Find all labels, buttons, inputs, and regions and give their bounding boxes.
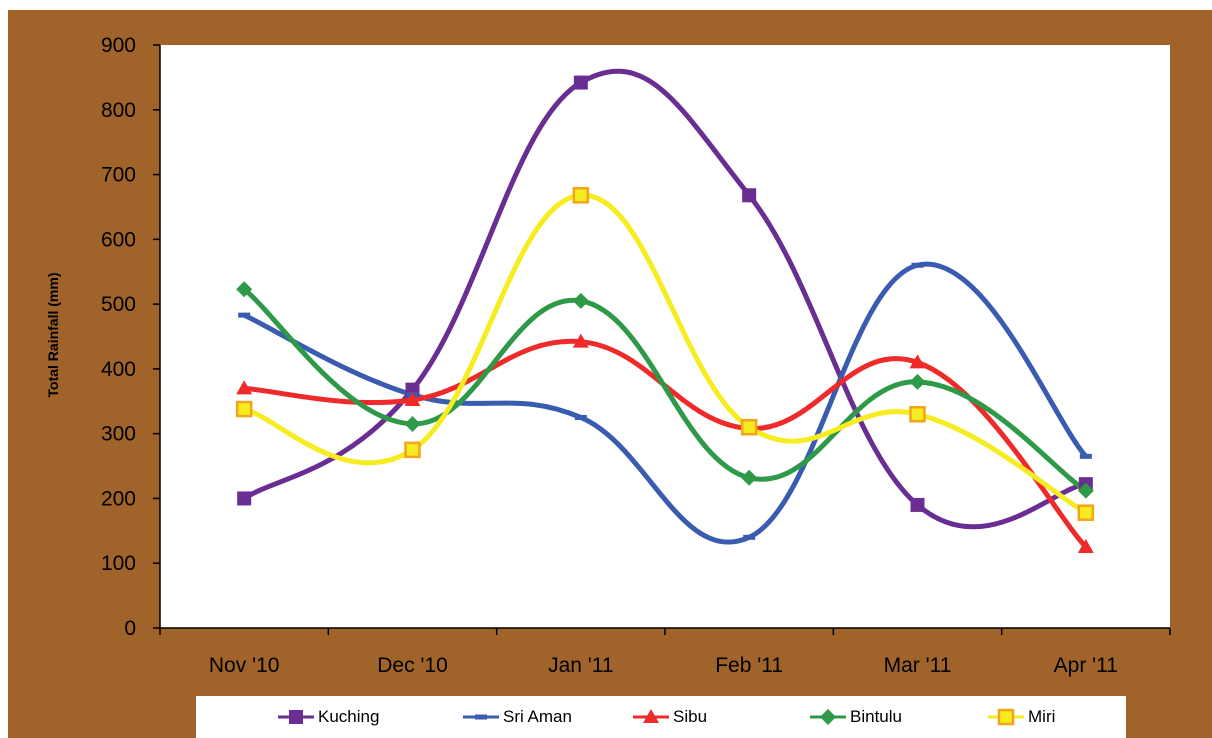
legend-item-miri: Miri — [986, 696, 1055, 738]
data-point-bintulu — [572, 292, 589, 309]
data-point-sri-aman — [911, 262, 924, 268]
legend-swatch-sri-aman — [463, 714, 499, 720]
legend-item-sibu: Sibu — [631, 696, 707, 738]
x-tick-label: Jan '11 — [548, 654, 614, 677]
data-point-sibu — [404, 391, 421, 406]
y-tick-label: 700 — [101, 164, 136, 187]
legend-marker — [475, 714, 487, 720]
legend-label: Sri Aman — [503, 707, 572, 726]
series-line-sibu — [241, 338, 1089, 550]
legend-swatch-miri — [988, 708, 1024, 726]
x-tick-label: Feb '11 — [715, 654, 783, 677]
y-axis-title: Total Rainfall (mm) — [45, 273, 61, 398]
x-tick-label: Mar '11 — [884, 654, 952, 677]
legend-label: Miri — [1028, 707, 1056, 726]
data-point-sibu — [1077, 539, 1094, 554]
y-tick-label: 400 — [101, 358, 136, 381]
y-tick-label: 300 — [101, 423, 136, 446]
data-point-sibu — [572, 333, 589, 348]
legend-item-kuching: Kuching — [276, 696, 379, 738]
axis-labels: 0 100 200 300 400 500 600 700 800 900 Nov '10 Dec '… — [101, 34, 1118, 677]
data-point-sri-aman — [743, 534, 756, 540]
data-point-miri — [235, 400, 253, 418]
legend-item-bintulu: Bintulu — [808, 696, 902, 738]
data-point-bintulu — [909, 373, 926, 390]
legend-marker — [289, 710, 303, 724]
data-point-kuching — [742, 188, 757, 203]
legend: Kuching Sri Aman Sibu Bintulu Miri — [196, 696, 1126, 738]
legend-item-sri-aman: Sri Aman — [461, 696, 572, 738]
y-tick-label: 0 — [124, 617, 136, 640]
frame-left-strip — [0, 0, 8, 738]
plot-area — [160, 45, 1170, 628]
y-tick-label: 500 — [101, 293, 136, 316]
y-tick-label: 100 — [101, 552, 136, 575]
y-tick-label: 600 — [101, 228, 136, 251]
legend-swatch-bintulu — [810, 709, 846, 725]
y-tick-label: 200 — [101, 487, 136, 510]
x-tick-label: Nov '10 — [209, 654, 280, 677]
data-point-sri-aman — [238, 312, 251, 318]
x-tick-label: Apr '11 — [1054, 654, 1118, 677]
legend-swatch-sibu — [633, 709, 669, 723]
legend-label: Bintulu — [850, 707, 902, 726]
legend-label: Sibu — [673, 707, 708, 726]
data-point-sri-aman — [574, 414, 587, 420]
data-point-bintulu — [236, 281, 253, 298]
data-point-kuching — [237, 491, 252, 506]
legend-label: Kuching — [318, 707, 380, 726]
y-tick-label: 800 — [101, 99, 136, 122]
data-point-miri — [1077, 504, 1095, 521]
legend-marker — [997, 708, 1015, 726]
y-tick-label: 900 — [101, 34, 136, 57]
data-point-kuching — [573, 75, 588, 90]
data-point-bintulu — [1077, 482, 1094, 499]
data-point-kuching — [910, 497, 925, 512]
data-point-miri — [909, 405, 926, 423]
data-point-bintulu — [741, 469, 758, 486]
data-point-sibu — [236, 380, 253, 395]
x-tick-label: Dec '10 — [377, 654, 448, 677]
legend-marker — [820, 709, 836, 725]
series-markers — [235, 75, 1095, 554]
legend-swatch-kuching — [278, 710, 314, 724]
frame-top-strip — [0, 0, 1212, 10]
legend-marker — [643, 709, 659, 723]
axes — [153, 44, 1171, 635]
data-point-bintulu — [404, 415, 421, 432]
data-point-miri — [404, 441, 421, 459]
data-point-sibu — [909, 354, 926, 369]
data-point-miri — [740, 418, 758, 436]
data-point-miri — [572, 187, 590, 204]
data-point-sri-aman — [1079, 453, 1092, 459]
